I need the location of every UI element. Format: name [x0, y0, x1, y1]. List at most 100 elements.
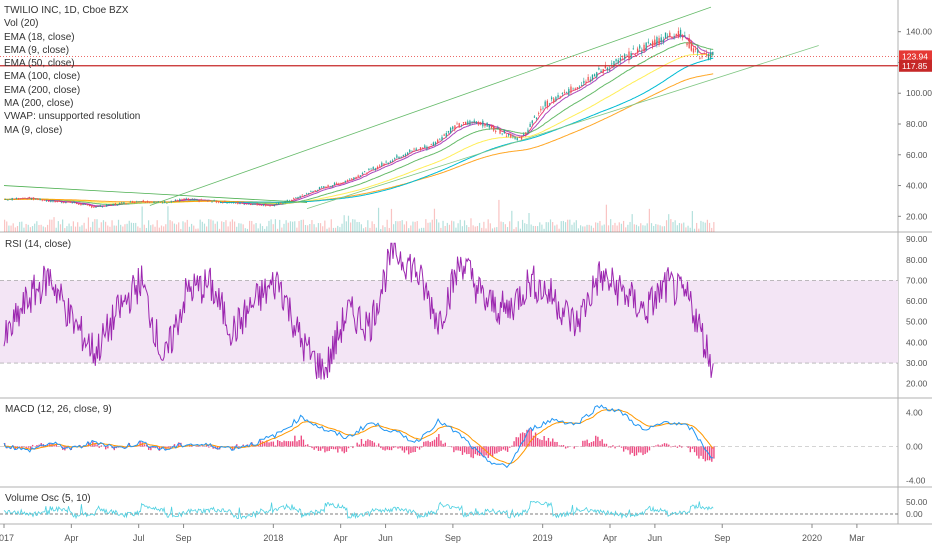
candle-body-187 [204, 200, 207, 201]
macd-hist-bar-125 [272, 441, 275, 447]
macd-hist-bar-90 [197, 445, 199, 447]
volume-bar-16 [21, 221, 23, 232]
legend-item-ma200[interactable]: MA (200, close) [4, 98, 74, 110]
volume-bar-468 [506, 227, 509, 232]
candle-body-297 [323, 186, 325, 188]
macd-hist-bar-208 [451, 446, 453, 448]
volume-bar-24 [29, 227, 31, 232]
macd-hist-bar-227 [491, 446, 494, 457]
volume-bar-524 [567, 219, 569, 232]
volume-bar-212 [231, 219, 234, 232]
legend-item-ema200[interactable]: EMA (200, close) [4, 84, 81, 96]
legend-item-vwap[interactable]: VWAP: unsupported resolution [4, 111, 141, 123]
legend-item-ema18[interactable]: EMA (18, close) [4, 31, 75, 43]
volume-bar-238 [259, 223, 261, 232]
macd-hist-bar-280 [605, 443, 608, 447]
volume-bar-222 [242, 224, 244, 232]
candle-body-299 [325, 187, 327, 188]
legend-item-ema100[interactable]: EMA (100, close) [4, 71, 81, 83]
candle-body-239 [260, 204, 263, 206]
volume-bar-76 [85, 228, 87, 232]
volume-bar-360 [390, 208, 393, 232]
candle-body-643 [694, 49, 697, 50]
candle-body-97 [108, 204, 110, 206]
volume-bar-334 [362, 228, 365, 232]
volume-bar-8 [12, 223, 14, 232]
volume-bar-434 [470, 218, 472, 232]
legend-item-vol[interactable]: Vol (20) [4, 18, 39, 30]
legend-item-ma9[interactable]: MA (9, close) [4, 124, 63, 136]
volume-bar-266 [289, 221, 292, 232]
volume-bar-628 [678, 223, 681, 232]
volume-bar-402 [435, 219, 438, 232]
volume-bar-590 [638, 226, 640, 232]
legend-title[interactable]: TWILIO INC, 1D, Cboe BZX [4, 5, 129, 16]
macd-hist-bar-240 [519, 433, 522, 447]
vosc-panel-title[interactable]: Volume Osc (5, 10) [5, 493, 91, 504]
candle-body-249 [271, 204, 273, 206]
macd-hist-bar-136 [296, 441, 298, 447]
volume-bar-258 [281, 227, 283, 232]
volume-bar-186 [203, 223, 206, 232]
volume-bar-594 [642, 225, 644, 232]
macd-hist-bar-42 [94, 443, 96, 447]
candle-body-259 [282, 203, 284, 204]
macd-hist-bar-124 [270, 441, 272, 447]
macd-hist-bar-303 [655, 445, 657, 447]
rsi-tick-label-2: 70.00 [906, 275, 928, 285]
candle-body-307 [333, 182, 336, 186]
macd-hist-bar-241 [521, 432, 524, 447]
volume-bar-154 [169, 220, 171, 232]
volume-bar-454 [491, 228, 494, 232]
candle-body-317 [344, 180, 346, 183]
volume-bar-236 [257, 228, 259, 232]
macd-hist-bar-151 [328, 446, 330, 451]
candle-body-575 [621, 55, 624, 57]
macd-hist-bar-47 [105, 446, 107, 450]
candle-body-397 [430, 144, 432, 146]
legend-item-ema9[interactable]: EMA (9, close) [4, 44, 70, 56]
candle-body-369 [400, 156, 402, 158]
volume-bar-196 [214, 223, 216, 232]
macd-hist-bar-169 [367, 439, 369, 447]
volume-bar-422 [457, 223, 459, 232]
volume-bar-78 [87, 217, 90, 232]
macd-hist-bar-265 [573, 446, 575, 449]
volume-bar-436 [472, 225, 474, 232]
volume-bar-30 [36, 221, 38, 232]
candle-body-593 [641, 51, 643, 53]
macd-hist-bar-312 [674, 445, 676, 447]
volume-bar-324 [352, 219, 354, 232]
volume-bar-242 [264, 228, 266, 232]
macd-hist-bar-327 [706, 446, 709, 461]
macd-hist-bar-231 [500, 446, 502, 451]
candle-body-579 [626, 54, 628, 56]
candle-body-405 [439, 139, 441, 141]
volume-bar-532 [575, 220, 577, 232]
macd-panel-title[interactable]: MACD (12, 26, close, 9) [5, 404, 112, 415]
candle-body-203 [222, 202, 224, 204]
macd-hist-bar-307 [663, 443, 666, 447]
candle-body-483 [523, 134, 525, 136]
rsi-panel-title[interactable]: RSI (14, close) [5, 239, 72, 250]
volume-bar-488 [528, 212, 530, 232]
x-tick-label-0: 2017 [0, 533, 14, 543]
volume-bar-292 [317, 223, 319, 232]
candle-body-615 [664, 32, 667, 38]
legend-item-ema50[interactable]: EMA (50, close) [4, 58, 75, 70]
volume-bar-148 [163, 226, 165, 232]
volume-bar-398 [431, 219, 433, 232]
macd-hist-bar-140 [304, 444, 307, 447]
candle-body-517 [559, 96, 561, 98]
macd-hist-bar-294 [635, 446, 638, 456]
candle-body-393 [426, 146, 428, 149]
candle-body-417 [452, 126, 454, 130]
rsi-line [3, 242, 714, 380]
x-tick-label-2: Jul [133, 533, 145, 543]
volume-bar-404 [438, 222, 440, 232]
macd-hist-bar-309 [668, 444, 670, 447]
macd-hist-bar-279 [603, 443, 606, 447]
macd-hist-bar-226 [489, 446, 492, 456]
volume-bar-280 [304, 224, 307, 232]
